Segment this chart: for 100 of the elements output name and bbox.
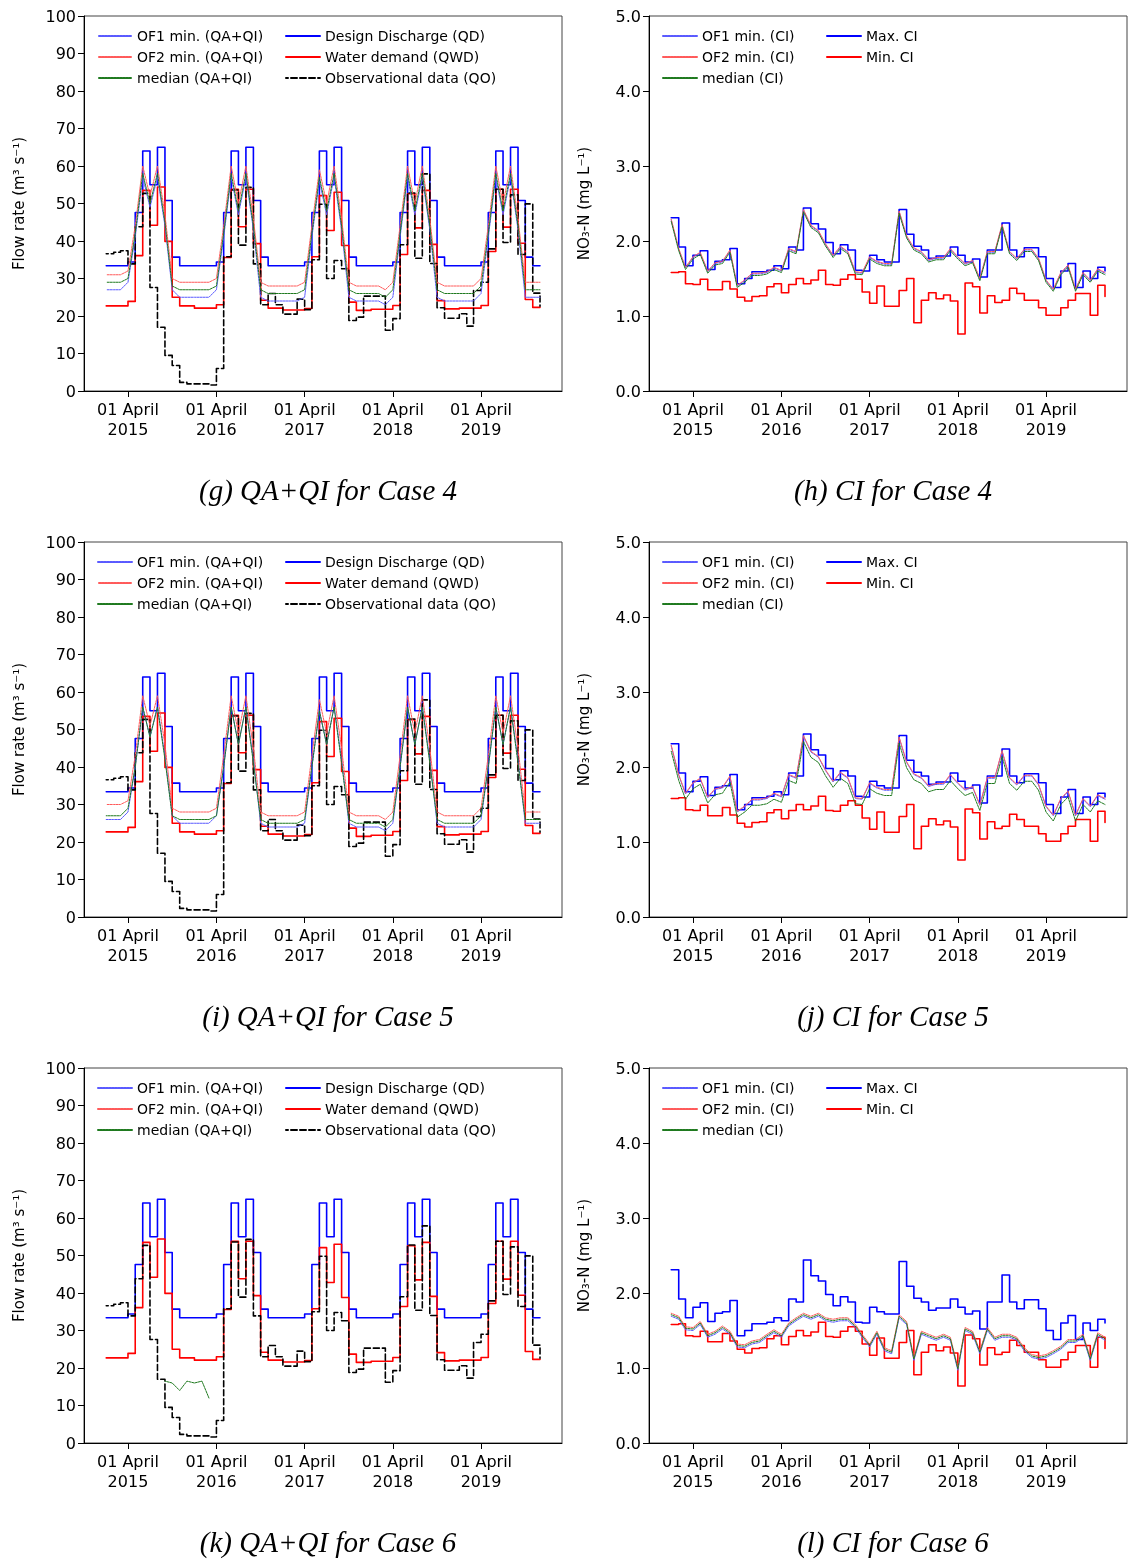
y-tick-label: 0 — [65, 1433, 76, 1453]
y-axis-title: Flow rate (m³ s⁻¹) — [9, 1188, 28, 1323]
y-tick-label: 40 — [55, 1283, 76, 1303]
y-tick-label: 0 — [65, 381, 76, 401]
y-tick-label: 60 — [55, 1208, 76, 1228]
y-tick-label: 100 — [45, 1058, 76, 1078]
y-tick-label: 3.0 — [615, 1208, 641, 1228]
y-tick-label: 40 — [55, 231, 76, 251]
y-tick-label: 100 — [45, 6, 76, 26]
x-tick-label: 01 April 2015 — [661, 1451, 724, 1491]
legend-label: Design Discharge (QD) — [325, 1080, 486, 1096]
y-tick-label: 30 — [55, 269, 76, 288]
text: (g) QA+QI for Case 4 — [199, 473, 457, 507]
y-tick-label: 10 — [55, 1396, 76, 1415]
x-tick-label: 01 April 2017 — [273, 925, 336, 965]
y-tick-label: 5.0 — [615, 1058, 641, 1078]
x-tick-label: 01 April 2017 — [838, 925, 901, 965]
legend-label: Max. CI — [866, 28, 918, 44]
x-tick-label: 01 April 2017 — [273, 1451, 336, 1491]
x-tick-label: 01 April 2019 — [450, 1451, 513, 1491]
y-tick-label: 50 — [55, 1246, 76, 1265]
legend-label: Water demand (QWD) — [325, 49, 480, 65]
x-tick-label: 01 April 2018 — [361, 925, 424, 965]
legend-label: median (CI) — [702, 70, 784, 86]
y-tick-label: 1.0 — [615, 832, 641, 852]
y-axis-title: NO₃-N (mg L⁻¹) — [574, 146, 593, 261]
legend-label: OF1 min. (CI) — [702, 1080, 795, 1096]
y-tick-label: 70 — [55, 645, 76, 664]
y-tick-label: 90 — [55, 44, 76, 63]
y-tick-label: 70 — [55, 119, 76, 138]
y-tick-label: 2.0 — [615, 231, 641, 251]
legend-label: median (CI) — [702, 596, 784, 612]
legend-label: OF2 min. (CI) — [702, 1101, 795, 1117]
x-tick-label: 01 April 2019 — [450, 399, 513, 439]
y-tick-label: 80 — [55, 607, 76, 627]
line-series — [164, 1380, 210, 1399]
y-tick-label: 5.0 — [615, 6, 641, 26]
legend-label: Observational data (QO) — [325, 1122, 497, 1138]
legend-label: OF2 min. (QA+QI) — [137, 49, 264, 65]
legend-label: Min. CI — [866, 49, 914, 65]
y-axis-title: NO₃-N (mg L⁻¹) — [574, 672, 593, 787]
legend-label: Min. CI — [866, 1101, 914, 1117]
y-tick-label: 4.0 — [615, 1133, 641, 1153]
x-tick-label: 01 April 2015 — [661, 399, 724, 439]
legend-label: Design Discharge (QD) — [325, 554, 486, 570]
legend-label: Max. CI — [866, 554, 918, 570]
y-tick-label: 80 — [55, 1133, 76, 1153]
x-tick-label: 01 April 2019 — [1015, 399, 1078, 439]
y-axis-title: Flow rate (m³ s⁻¹) — [9, 662, 28, 797]
text: (l) CI for Case 6 — [797, 1525, 990, 1559]
x-tick-label: 01 April 2018 — [361, 399, 424, 439]
legend-label: median (CI) — [702, 1122, 784, 1138]
legend-label: Water demand (QWD) — [325, 1101, 480, 1117]
legend-label: median (QA+QI) — [137, 596, 253, 612]
x-tick-label: 01 April 2017 — [838, 1451, 901, 1491]
y-tick-label: 10 — [55, 344, 76, 363]
x-tick-label: 01 April 2018 — [926, 399, 989, 439]
y-tick-label: 30 — [55, 795, 76, 814]
legend-label: OF1 min. (QA+QI) — [137, 1080, 264, 1096]
legend-label: OF2 min. (QA+QI) — [137, 1101, 264, 1117]
y-tick-label: 4.0 — [615, 81, 641, 101]
legend-label: Observational data (QO) — [325, 70, 497, 86]
y-tick-label: 80 — [55, 81, 76, 101]
y-tick-label: 10 — [55, 870, 76, 889]
legend-label: OF2 min. (CI) — [702, 49, 795, 65]
x-tick-label: 01 April 2017 — [838, 399, 901, 439]
legend-label: Water demand (QWD) — [325, 575, 480, 591]
text: (k) QA+QI for Case 6 — [199, 1525, 457, 1559]
legend-label: Design Discharge (QD) — [325, 28, 486, 44]
x-tick-label: 01 April 2019 — [450, 925, 513, 965]
y-tick-label: 0.0 — [615, 907, 641, 927]
y-tick-label: 100 — [45, 532, 76, 552]
y-tick-label: 30 — [55, 1321, 76, 1340]
y-tick-label: 0 — [65, 907, 76, 927]
y-axis-title: Flow rate (m³ s⁻¹) — [9, 136, 28, 271]
y-tick-label: 70 — [55, 1171, 76, 1190]
x-tick-label: 01 April 2016 — [750, 1451, 813, 1491]
x-tick-label: 01 April 2016 — [750, 925, 813, 965]
y-tick-label: 0.0 — [615, 381, 641, 401]
legend-label: median (QA+QI) — [137, 1122, 253, 1138]
y-tick-label: 2.0 — [615, 757, 641, 777]
x-tick-label: 01 April 2016 — [185, 925, 248, 965]
legend-label: median (QA+QI) — [137, 70, 253, 86]
x-tick-label: 01 April 2015 — [96, 1451, 159, 1491]
y-tick-label: 20 — [55, 306, 76, 326]
text: (i) QA+QI for Case 5 — [202, 999, 454, 1033]
legend-label: OF2 min. (QA+QI) — [137, 575, 264, 591]
y-tick-label: 1.0 — [615, 1358, 641, 1378]
legend-label: OF2 min. (CI) — [702, 575, 795, 591]
x-tick-label: 01 April 2018 — [361, 1451, 424, 1491]
y-tick-label: 50 — [55, 720, 76, 739]
y-axis-title: NO₃-N (mg L⁻¹) — [574, 1198, 593, 1313]
y-tick-label: 40 — [55, 757, 76, 777]
x-tick-label: 01 April 2016 — [750, 399, 813, 439]
y-tick-label: 90 — [55, 1096, 76, 1115]
y-tick-label: 60 — [55, 682, 76, 702]
x-tick-label: 01 April 2015 — [96, 399, 159, 439]
y-tick-label: 50 — [55, 194, 76, 213]
y-tick-label: 60 — [55, 156, 76, 176]
x-tick-label: 01 April 2016 — [185, 399, 248, 439]
